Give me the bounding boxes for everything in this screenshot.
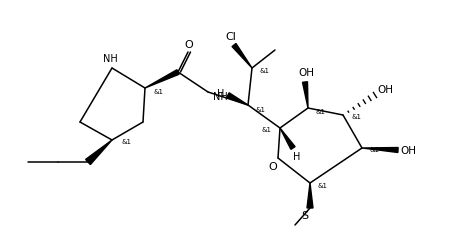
Polygon shape — [232, 43, 252, 68]
Text: &1: &1 — [316, 109, 326, 115]
Text: &1: &1 — [260, 68, 270, 74]
Text: H: H — [293, 152, 301, 162]
Text: &1: &1 — [153, 89, 163, 95]
Text: &1: &1 — [351, 114, 361, 120]
Text: &1: &1 — [370, 147, 380, 153]
Text: OH: OH — [400, 146, 416, 156]
Text: NH: NH — [212, 92, 227, 102]
Text: OH: OH — [298, 68, 314, 78]
Polygon shape — [227, 93, 248, 105]
Text: &1: &1 — [317, 183, 327, 189]
Text: O: O — [269, 162, 277, 172]
Polygon shape — [86, 140, 112, 165]
Polygon shape — [307, 183, 313, 208]
Text: H: H — [217, 89, 225, 99]
Text: O: O — [185, 40, 193, 50]
Polygon shape — [145, 70, 179, 88]
Polygon shape — [280, 128, 295, 149]
Polygon shape — [362, 147, 398, 152]
Text: &1: &1 — [261, 127, 271, 133]
Text: &1: &1 — [256, 107, 266, 113]
Text: OH: OH — [377, 85, 393, 95]
Text: NH: NH — [103, 54, 118, 64]
Text: &1: &1 — [121, 139, 131, 145]
Text: S: S — [301, 211, 309, 221]
Polygon shape — [302, 82, 308, 108]
Text: Cl: Cl — [226, 32, 237, 42]
